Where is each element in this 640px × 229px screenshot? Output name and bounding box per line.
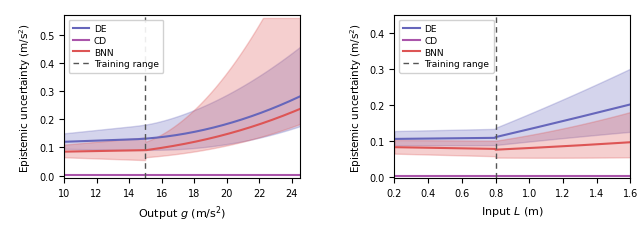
X-axis label: Input $L$ (m): Input $L$ (m) — [481, 204, 544, 218]
Y-axis label: Epistemic uncertainty (m/s$^2$): Epistemic uncertainty (m/s$^2$) — [17, 23, 33, 172]
Legend: DE, CD, BNN, Training range: DE, CD, BNN, Training range — [68, 21, 163, 74]
X-axis label: Output $g$ (m/s$^2$): Output $g$ (m/s$^2$) — [138, 204, 226, 222]
Y-axis label: Epistemic uncertainty (m/s$^2$): Epistemic uncertainty (m/s$^2$) — [348, 23, 364, 172]
Legend: DE, CD, BNN, Training range: DE, CD, BNN, Training range — [399, 21, 493, 74]
